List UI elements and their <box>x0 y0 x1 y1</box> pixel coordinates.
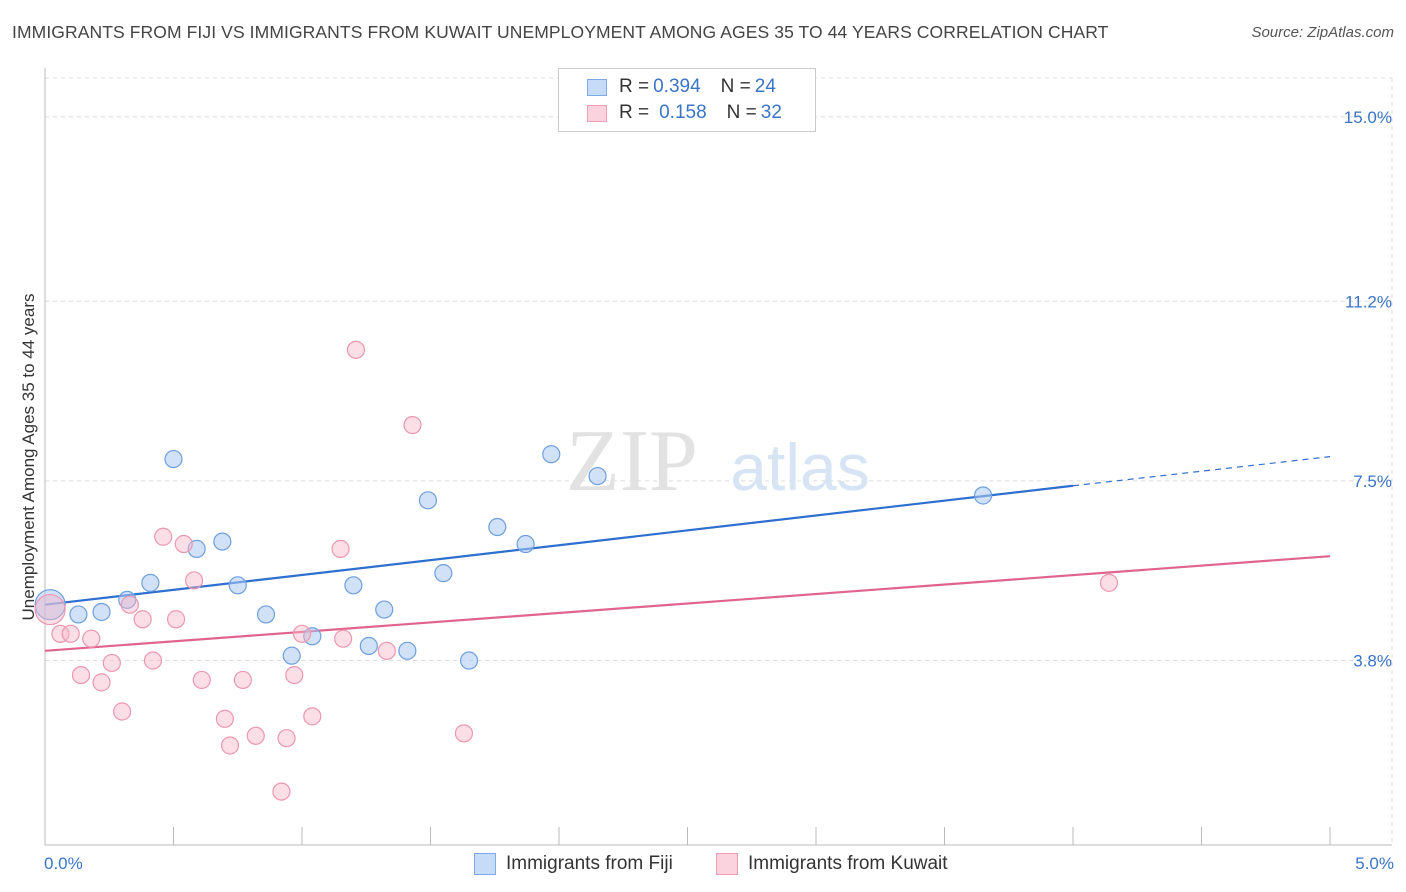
kuwait-point <box>143 651 163 670</box>
y-tick-label: 3.8% <box>1353 652 1392 671</box>
bottom-legend-fiji: Immigrants from Fiji <box>474 850 673 878</box>
kuwait-point <box>174 534 193 554</box>
fiji-point <box>434 564 453 583</box>
kuwait-point <box>334 629 353 648</box>
kuwait-point <box>184 571 204 590</box>
legend-swatch-kuwait <box>587 104 607 122</box>
legend-r-value: 0.394 <box>653 76 701 97</box>
kuwait-point <box>1099 573 1119 592</box>
chart-title: IMMIGRANTS FROM FIJI VS IMMIGRANTS FROM … <box>12 22 1109 42</box>
kuwait-point <box>331 539 350 558</box>
kuwait-point <box>403 415 422 435</box>
kuwait-point <box>285 665 304 685</box>
kuwait-point <box>346 340 366 359</box>
fiji-point <box>359 636 378 656</box>
source-credit: Source: ZipAtlas.com <box>1251 24 1394 41</box>
trend-lines <box>44 456 1331 652</box>
kuwait-point <box>82 629 101 648</box>
kuwait-point <box>215 709 234 728</box>
axes <box>44 68 1392 846</box>
legend-n-label: N = <box>720 76 751 97</box>
fiji-point <box>213 532 232 551</box>
kuwait-point <box>166 610 186 629</box>
kuwait-point <box>133 610 152 629</box>
tick-labels: 3.8% 7.5% 11.2% 15.0% 0.0% 5.0% <box>44 108 1394 873</box>
fiji-point <box>282 646 301 665</box>
kuwait-trend-line <box>44 555 1331 652</box>
kuwait-point <box>292 624 312 643</box>
watermark-atlas: atlas <box>730 430 869 504</box>
y-tick-label: 11.2% <box>1345 292 1392 311</box>
kuwait-point <box>246 726 265 745</box>
watermark: ZIP atlas <box>566 413 870 510</box>
fiji-point <box>398 641 417 660</box>
legend-row-fiji: R = 0.394 N = 24 <box>587 75 776 99</box>
y-tick-label: 7.5% <box>1353 472 1392 491</box>
fiji-trend-extension <box>1072 456 1331 487</box>
bottom-legend-swatch-fiji <box>474 853 496 875</box>
kuwait-point <box>71 665 91 685</box>
kuwait-point <box>277 729 296 748</box>
fiji-point <box>118 590 137 609</box>
kuwait-point <box>192 670 211 690</box>
legend-n-label: N = <box>726 102 757 123</box>
legend-n-value: 32 <box>760 102 782 123</box>
kuwait-point <box>120 595 139 614</box>
fiji-point <box>973 486 993 505</box>
fiji-point <box>92 602 111 622</box>
bottom-legend-label-fiji: Immigrants from Fiji <box>506 853 673 874</box>
kuwait-point <box>112 702 132 721</box>
fiji-point <box>344 576 363 595</box>
fiji-point <box>228 576 247 595</box>
fiji-point <box>459 651 479 670</box>
bottom-legend-swatch-kuwait <box>716 853 738 875</box>
fiji-point <box>516 534 535 554</box>
kuwait-point <box>154 527 173 546</box>
x-tick-label: 5.0% <box>1355 854 1394 873</box>
y-axis-label: Unemployment Among Ages 35 to 44 years <box>19 294 38 621</box>
legend-r-value: 0.158 <box>659 102 707 123</box>
y-tick-label: 15.0% <box>1344 108 1392 127</box>
gridlines <box>45 77 1393 845</box>
fiji-point <box>141 573 160 592</box>
fiji-point <box>69 605 88 624</box>
fiji-point <box>164 449 183 469</box>
legend-n-value: 24 <box>754 76 776 97</box>
fiji-point <box>375 600 394 619</box>
fiji-point <box>588 466 607 486</box>
bottom-legend-kuwait: Immigrants from Kuwait <box>716 850 948 878</box>
kuwait-point <box>51 624 70 643</box>
fiji-point <box>256 605 276 624</box>
kuwait-point <box>303 707 322 726</box>
kuwait-point <box>233 670 252 690</box>
legend-r-label: R = <box>619 102 650 123</box>
fiji-point <box>542 445 561 464</box>
fiji-point <box>488 517 507 537</box>
data-points <box>34 340 1119 801</box>
kuwait-point <box>272 782 291 801</box>
kuwait-point <box>34 593 66 626</box>
kuwait-point <box>454 724 474 743</box>
legend-row-kuwait: R = 0.158 N = 32 <box>587 101 782 125</box>
bottom-legend-label-kuwait: Immigrants from Kuwait <box>748 853 948 874</box>
legend-r-label: R = <box>619 76 650 97</box>
fiji-point <box>418 491 438 510</box>
legend-swatch-fiji <box>587 78 607 96</box>
watermark-zip: ZIP <box>566 413 698 510</box>
kuwait-point <box>92 673 111 692</box>
correlation-legend: R = 0.394 N = 24 R = 0.158 N = 32 <box>558 68 816 132</box>
kuwait-point <box>220 736 240 755</box>
kuwait-point <box>377 641 396 660</box>
fiji-trend-line <box>44 484 1074 606</box>
kuwait-point <box>61 624 80 643</box>
kuwait-point <box>102 653 121 673</box>
x-tick-label: 0.0% <box>44 854 83 873</box>
